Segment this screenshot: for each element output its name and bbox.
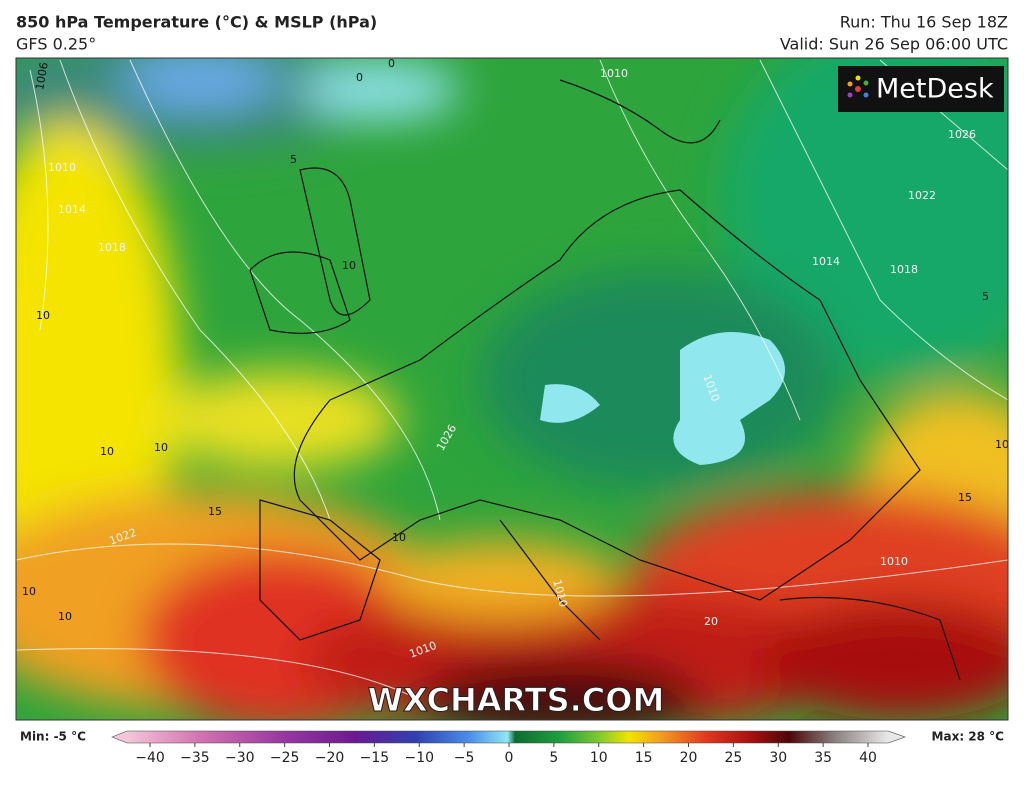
logo-box xyxy=(838,66,1004,112)
colorbar-tick-label: 25 xyxy=(724,750,742,766)
run-time: Run: Thu 16 Sep 18Z xyxy=(840,13,1008,32)
contour-label: 1006 xyxy=(33,61,51,91)
legend-min: Min: -5 °C xyxy=(20,730,86,744)
contour-label: 20 xyxy=(704,615,718,628)
logo-text: MetDesk xyxy=(876,74,994,105)
contour-label: 1018 xyxy=(890,263,918,276)
contour-label: 5 xyxy=(982,290,989,303)
contour-label: 10 xyxy=(22,585,36,598)
contour-label: 5 xyxy=(290,153,297,166)
colorbar-tick-label: 20 xyxy=(680,750,698,766)
colorbar-tick-label: 0 xyxy=(505,750,514,766)
colorbar-tick-label: −30 xyxy=(225,750,255,766)
subtitle: GFS 0.25° xyxy=(16,35,96,54)
contour-label: 0 xyxy=(388,57,395,70)
logo-icon xyxy=(847,75,869,98)
colorbar-tick-label: 40 xyxy=(859,750,877,766)
contour-label: 15 xyxy=(958,491,972,504)
contour-label: 0 xyxy=(356,71,363,84)
watermark: WXCHARTS.COM xyxy=(368,681,665,719)
contour-label: 1010 xyxy=(600,67,628,80)
colorbar-tick-label: −40 xyxy=(135,750,165,766)
colorbar-tick-label: −15 xyxy=(360,750,390,766)
contour-label: 1018 xyxy=(98,241,126,254)
contour-label: 1010 xyxy=(48,161,76,174)
contour-label: 15 xyxy=(208,505,222,518)
contour-label: 10 xyxy=(342,259,356,272)
contour-label: 10 xyxy=(58,610,72,623)
contour-label: 1014 xyxy=(58,203,86,216)
colorbar-tick-label: −10 xyxy=(404,750,434,766)
contour-label: 10 xyxy=(995,438,1009,451)
contour-label: 1026 xyxy=(948,128,976,141)
colorbar-tick-label: 30 xyxy=(769,750,787,766)
map: 1006 1010 1014 1018 0 0 1010 1026 1022 1… xyxy=(16,57,1009,720)
contour-label: 10 xyxy=(36,309,50,322)
colorbar-tick-label: 10 xyxy=(590,750,608,766)
contour-label: 10 xyxy=(392,531,406,544)
map-frame xyxy=(15,57,1009,721)
colorbar-ticks: −40 −35 −30 −25 −20 −15 −10 −5 0 5 10 15 20 25 30 35 40 xyxy=(135,743,877,766)
contour-label: 10 xyxy=(100,445,114,458)
valid-time: Valid: Sun 26 Sep 06:00 UTC xyxy=(780,35,1008,54)
colorbar-tick-label: 5 xyxy=(549,750,558,766)
colorbar-tick-label: −20 xyxy=(315,750,345,766)
contour-label: 1014 xyxy=(812,255,840,268)
colorbar-tick-label: −5 xyxy=(454,750,475,766)
colorbar-tick-label: −35 xyxy=(180,750,210,766)
contour-label: 10 xyxy=(154,441,168,454)
contour-label: 1010 xyxy=(880,555,908,568)
contour-label: 1022 xyxy=(908,189,936,202)
colorbar-tick-label: 15 xyxy=(635,750,653,766)
colorbar-tick-label: −25 xyxy=(270,750,300,766)
colorbar xyxy=(111,730,906,744)
colorbar-tick-label: 35 xyxy=(814,750,832,766)
legend-max: Max: 28 °C xyxy=(932,730,1005,744)
title: 850 hPa Temperature (°C) & MSLP (hPa) xyxy=(16,13,377,32)
